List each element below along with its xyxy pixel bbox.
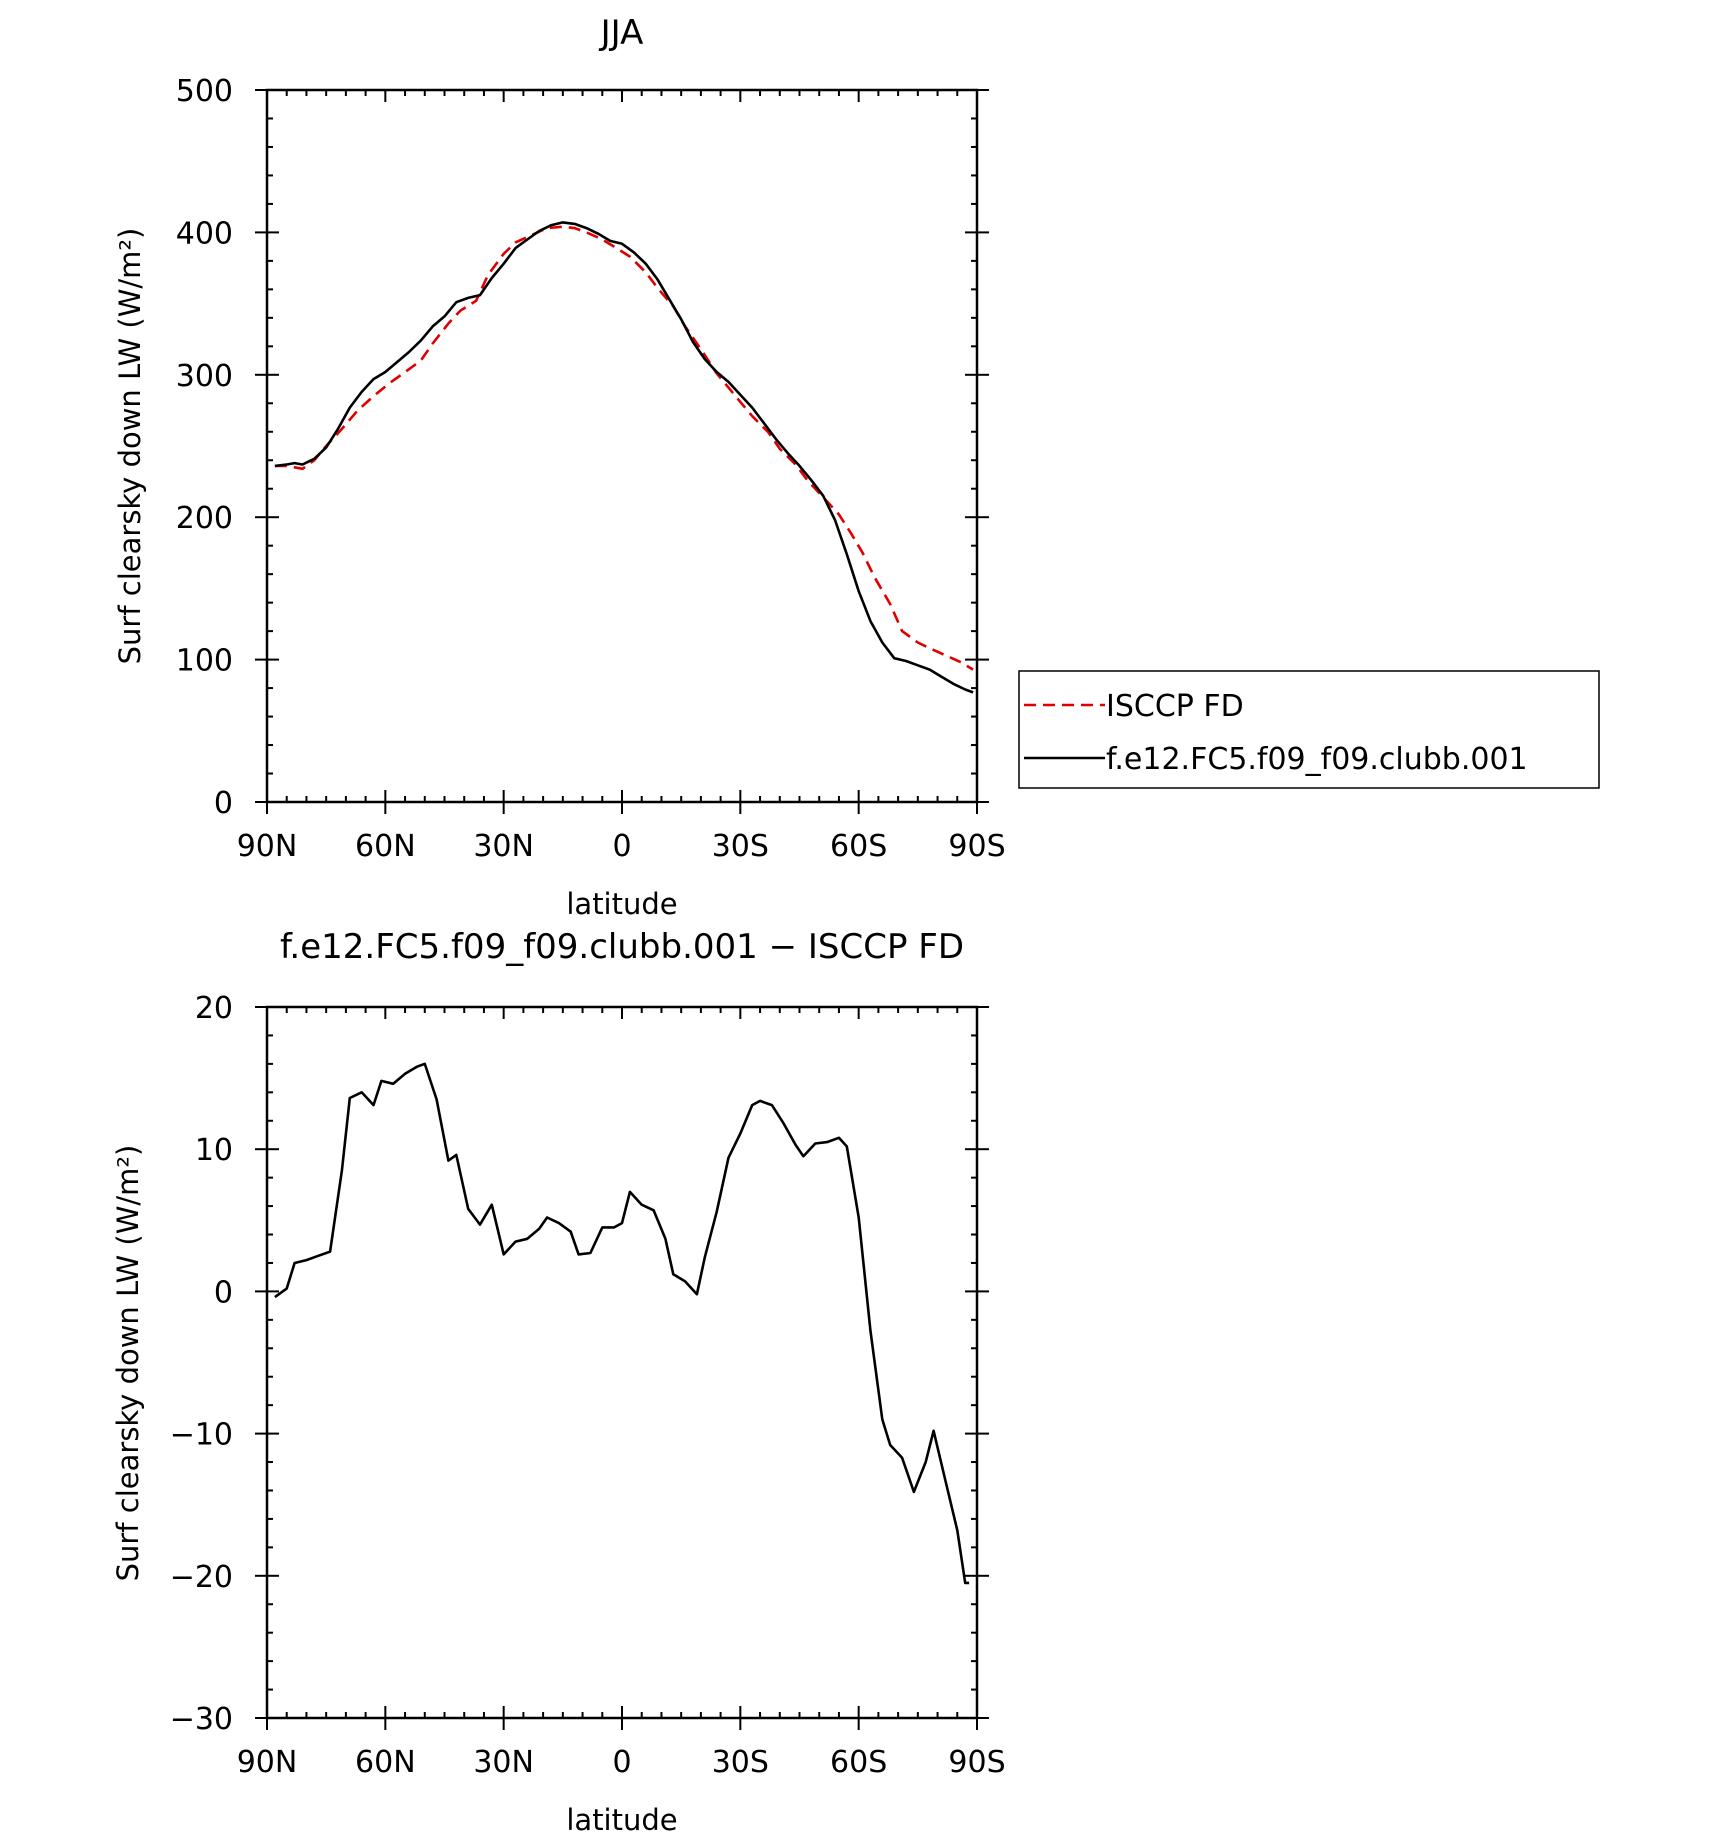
- top-x-tick-label: 90N: [237, 829, 298, 864]
- legend-box: [1018, 670, 1600, 789]
- top-x-tick-labels: 90N 60N 30N 0 30S 60S 90S: [237, 829, 1006, 864]
- bottom-x-tick-label: 90N: [237, 1745, 298, 1780]
- legend-label-model: f.e12.FC5.f09_f09.clubb.001: [1106, 742, 1528, 777]
- bottom-y-tick-label: 20: [195, 991, 233, 1026]
- top-series-line-1: [274, 221, 974, 694]
- legend-label-isccp: ISCCP FD: [1106, 689, 1244, 724]
- bottom-x-axis-label: latitude: [566, 1803, 677, 1837]
- bottom-y-tick-label: 0: [214, 1275, 233, 1310]
- bottom-x-tick-label: 60N: [355, 1745, 416, 1780]
- top-y-tick-label: 500: [176, 74, 233, 109]
- bottom-y-tick-label: −10: [170, 1418, 233, 1453]
- bottom-x-tick-label: 0: [612, 1745, 631, 1780]
- top-x-tick-label: 90S: [948, 829, 1005, 864]
- top-y-tick-label: 0: [214, 786, 233, 821]
- top-x-axis-label: latitude: [566, 887, 677, 921]
- bottom-panel: f.e12.FC5.f09_f09.clubb.001 − ISCCP FD 9…: [111, 927, 1006, 1837]
- bottom-y-tick-label: −20: [170, 1560, 233, 1595]
- bottom-x-tick-label: 30N: [473, 1745, 534, 1780]
- top-y-tick-label: 400: [176, 216, 233, 251]
- bottom-x-tick-label: 30S: [712, 1745, 769, 1780]
- bottom-y-tick-labels: −30 −20 −10 0 10 20: [170, 991, 233, 1737]
- top-x-tick-label: 0: [612, 829, 631, 864]
- top-x-tick-label: 30N: [473, 829, 534, 864]
- top-x-tick-label: 60S: [830, 829, 887, 864]
- top-y-axis-label: Surf clearsky down LW (W/m²): [113, 228, 147, 665]
- top-panel: JJA 90N 60N 30N 0 30S 60S 90S 0 100 200 300 400 500…: [113, 13, 1006, 921]
- bottom-x-tick-label: 60S: [830, 1745, 887, 1780]
- bottom-plot-frame: [265, 1005, 979, 1720]
- bottom-x-tick-label: 90S: [948, 1745, 1005, 1780]
- top-y-tick-labels: 0 100 200 300 400 500: [176, 74, 233, 821]
- bottom-y-tick-label: −30: [170, 1702, 233, 1737]
- top-series: [274, 221, 974, 694]
- bottom-chart-title: f.e12.FC5.f09_f09.clubb.001 − ISCCP FD: [280, 927, 964, 967]
- top-x-tick-label: 30S: [712, 829, 769, 864]
- bottom-x-tick-labels: 90N 60N 30N 0 30S 60S 90S: [237, 1745, 1006, 1780]
- top-y-tick-label: 100: [176, 644, 233, 679]
- top-ticks: [255, 89, 989, 814]
- bottom-y-tick-label: 10: [195, 1133, 233, 1168]
- top-x-tick-label: 60N: [355, 829, 416, 864]
- top-series-line-0: [274, 225, 974, 671]
- bottom-series: [274, 1062, 970, 1585]
- top-plot-frame: [265, 88, 979, 804]
- legend: ISCCP FD f.e12.FC5.f09_f09.clubb.001: [1018, 670, 1600, 789]
- top-y-tick-label: 300: [176, 359, 233, 394]
- top-chart-title: JJA: [599, 13, 644, 53]
- top-y-tick-label: 200: [176, 501, 233, 536]
- bottom-ticks: [255, 1006, 989, 1730]
- bottom-series-line-0: [274, 1062, 970, 1585]
- bottom-y-axis-label: Surf clearsky down LW (W/m²): [111, 1145, 145, 1582]
